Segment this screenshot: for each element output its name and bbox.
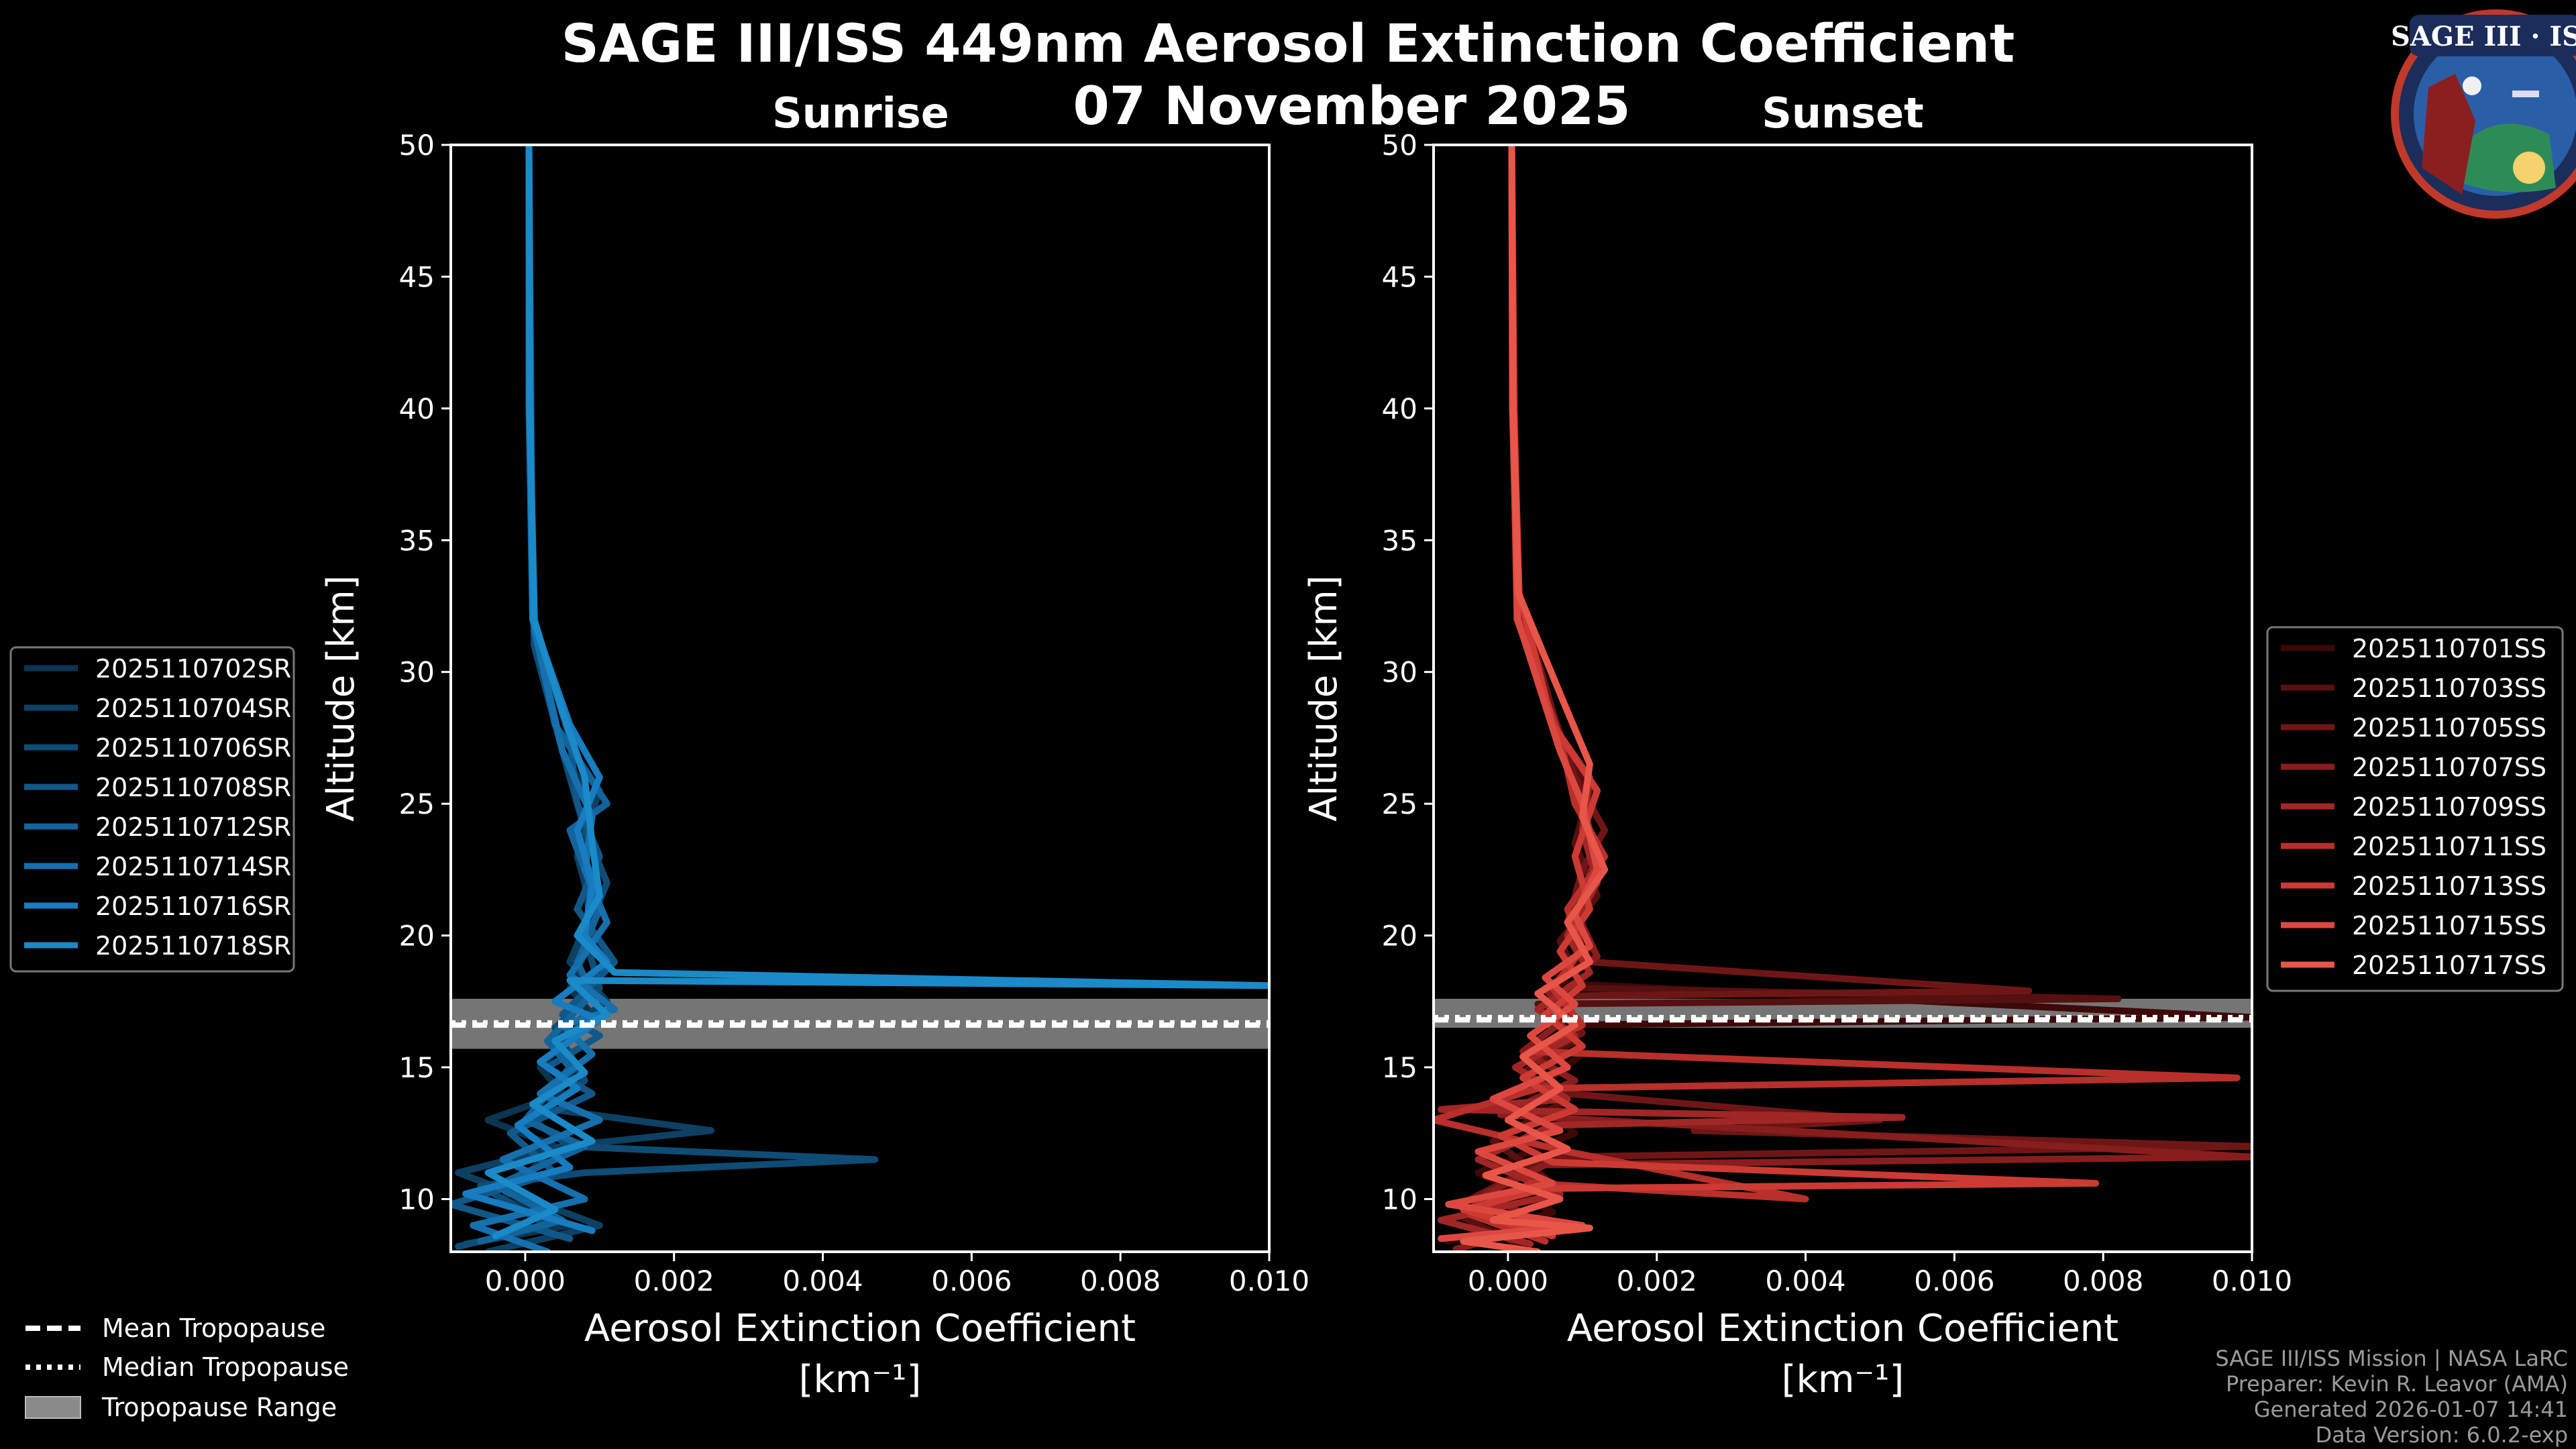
logo-sun-icon [2513, 152, 2545, 184]
sunrise-xtick-label: 0.000 [485, 1265, 566, 1297]
sunset-ytick-label: 20 [1382, 920, 1417, 953]
sunrise-legend-label: 2025110718SR [95, 931, 291, 961]
sunrise-xaxis-unit: [km⁻¹] [799, 1358, 922, 1401]
sunrise-legend: 2025110702SR 2025110704SR 2025110706SR 2025… [9, 646, 295, 973]
logo-moon-icon [2463, 76, 2481, 95]
sunrise-ytick-label: 25 [399, 788, 435, 820]
sunrise-series-line-2025110718SR [484, 145, 1269, 1240]
sunrise-ytick-label: 40 [399, 392, 435, 425]
sunrise-xaxis-label: Aerosol Extinction Coefficient [584, 1307, 1136, 1350]
credit-generated: Generated 2026-01-07 14:41 [2254, 1397, 2568, 1422]
median-tropopause-label: Median Tropopause [102, 1352, 349, 1382]
sunrise-ytick-label: 35 [399, 524, 435, 557]
sunrise-legend-label: 2025110704SR [95, 694, 291, 723]
sunrise-legend-label: 2025110702SR [95, 654, 291, 684]
sunset-xtick-label: 0.000 [1468, 1265, 1548, 1297]
sunset-panel: Sunset 0.000 0.002 0.004 0.006 0.008 0.010 10 15… [1302, 89, 2292, 1401]
logo-title: SAGE III · ISS [2391, 21, 2576, 52]
sunset-ytick-label: 50 [1382, 129, 1417, 162]
sunrise-yaxis-label: Altitude [km] [319, 575, 363, 821]
sunset-legend-label: 2025110715SS [2352, 911, 2546, 941]
sunset-ytick-label: 15 [1382, 1051, 1417, 1084]
sunset-legend-frame [2266, 626, 2564, 992]
sunrise-legend-label: 2025110716SR [95, 892, 291, 921]
tropopause-legend: Mean Tropopause Median Tropopause Tropop… [25, 1313, 349, 1422]
chart-subtitle: 07 November 2025 [1073, 76, 1630, 137]
sunrise-series-line-2025110714SR [470, 145, 618, 1252]
sunset-xtick-label: 0.010 [2212, 1265, 2292, 1297]
sunrise-legend-label: 2025110712SR [95, 812, 291, 842]
sunset-xtick-label: 0.008 [2063, 1265, 2143, 1297]
sunset-ytick-label: 10 [1382, 1183, 1417, 1216]
sunset-legend-label: 2025110707SS [2352, 753, 2546, 782]
sunset-xtick-label: 0.006 [1914, 1265, 1994, 1297]
credits: SAGE III/ISS Mission | NASA LaRC Prepare… [2215, 1346, 2568, 1448]
sunrise-legend-label: 2025110714SR [95, 852, 291, 881]
sunrise-ytick-label: 50 [399, 129, 435, 162]
sunset-xaxis-label: Aerosol Extinction Coefficient [1567, 1307, 2118, 1350]
sunrise-ytick-label: 10 [399, 1183, 435, 1216]
sunset-xaxis-unit: [km⁻¹] [1782, 1358, 1904, 1401]
sunrise-ytick-label: 15 [399, 1051, 435, 1084]
credit-mission: SAGE III/ISS Mission | NASA LaRC [2215, 1346, 2568, 1371]
sunset-ytick-label: 30 [1382, 656, 1417, 689]
sunset-axes-frame [1432, 144, 2253, 1253]
sage-iii-iss-logo: SAGE III · ISS [2391, 9, 2576, 219]
sunset-ytick-label: 35 [1382, 524, 1417, 557]
tropopause-range-label: Tropopause Range [101, 1393, 337, 1422]
sunrise-xtick-label: 0.006 [931, 1265, 1012, 1297]
sunset-legend-label: 2025110701SS [2352, 634, 2546, 663]
logo-station-icon [2512, 91, 2539, 97]
sunset-ytick-label: 40 [1382, 392, 1417, 425]
sunrise-ytick-label: 30 [399, 656, 435, 689]
sunset-xtick-label: 0.002 [1617, 1265, 1697, 1297]
sunrise-legend-label: 2025110706SR [95, 733, 291, 763]
logo-figure-icon [2422, 74, 2475, 195]
sunset-yaxis-label: Altitude [km] [1302, 575, 1346, 821]
sunset-series-line-2025110717SS [1460, 145, 1609, 1252]
sunset-legend-label: 2025110713SS [2352, 871, 2546, 901]
sunset-legend-label: 2025110703SS [2352, 674, 2546, 703]
sunset-legend-label: 2025110709SS [2352, 792, 2546, 822]
sunset-ytick-label: 45 [1382, 260, 1417, 293]
sunset-series-line-2025110715SS [1438, 145, 1601, 1242]
sunset-legend: 2025110701SS 2025110703SS 2025110705SS 2025… [2266, 626, 2564, 992]
tropopause-range-swatch [25, 1396, 81, 1419]
sunrise-xtick-label: 0.008 [1080, 1265, 1161, 1297]
sunrise-axes-frame [449, 144, 1271, 1253]
sunset-panel-title: Sunset [1762, 89, 1924, 138]
sunrise-xtick-label: 0.004 [782, 1265, 863, 1297]
credit-data-version: Data Version: 6.0.2-exp [2315, 1422, 2568, 1448]
sunrise-xtick-label: 0.010 [1229, 1265, 1309, 1297]
sunset-ytick-label: 25 [1382, 788, 1417, 820]
sunrise-panel: Sunrise 0.000 0.002 0.004 0.006 0.008 0.010 10 1… [319, 89, 1309, 1401]
sunrise-legend-frame [9, 646, 295, 973]
sunset-legend-label: 2025110711SS [2352, 832, 2546, 861]
sunrise-ytick-label: 20 [399, 920, 435, 953]
mean-tropopause-label: Mean Tropopause [102, 1313, 325, 1343]
sunrise-legend-label: 2025110708SR [95, 773, 291, 802]
chart-title: SAGE III/ISS 449nm Aerosol Extinction Co… [561, 14, 2015, 74]
sunrise-ytick-label: 45 [399, 260, 435, 293]
logo-banner [2410, 15, 2576, 56]
sunrise-xtick-label: 0.002 [634, 1265, 714, 1297]
sunrise-panel-title: Sunrise [772, 89, 949, 138]
sunset-legend-label: 2025110717SS [2352, 951, 2546, 980]
sunset-xtick-label: 0.004 [1765, 1265, 1845, 1297]
sunset-legend-label: 2025110705SS [2352, 713, 2546, 743]
credit-preparer: Preparer: Kevin R. Leavor (AMA) [2226, 1371, 2568, 1397]
